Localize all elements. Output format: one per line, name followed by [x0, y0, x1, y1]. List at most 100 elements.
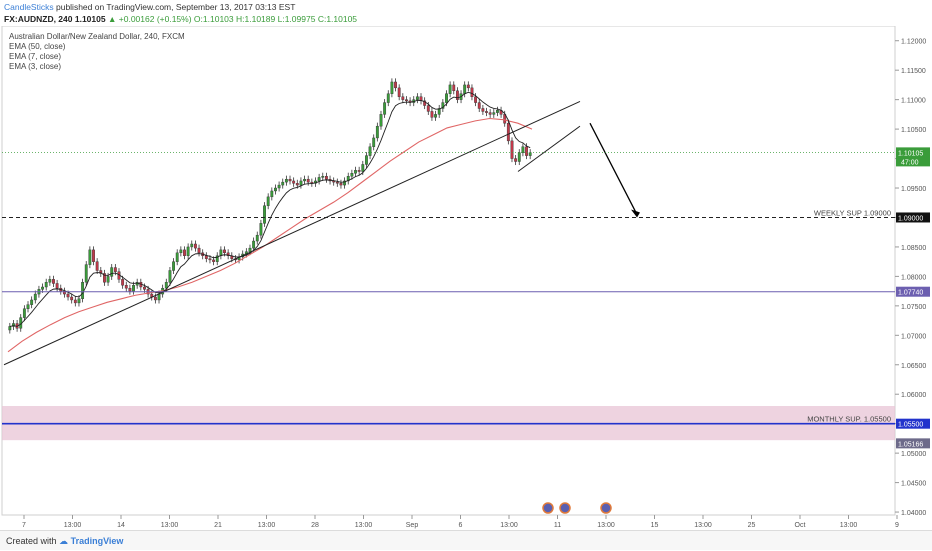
- candle: [30, 296, 34, 309]
- candle: [506, 119, 510, 145]
- candle: [168, 266, 172, 286]
- tradingview-brand[interactable]: TradingView: [70, 536, 124, 546]
- candle: [496, 106, 499, 117]
- candle-body: [12, 323, 15, 327]
- candle-body: [496, 110, 499, 113]
- candle: [448, 81, 452, 98]
- x-tick-label: 13:00: [161, 522, 179, 529]
- y-tick-label: 1.04000: [901, 510, 926, 517]
- candle-body: [514, 158, 518, 162]
- candle-body: [430, 111, 434, 118]
- price-level: 1.07740: [2, 286, 930, 297]
- candle-body: [415, 96, 419, 100]
- candle-body: [525, 146, 528, 156]
- candle: [215, 252, 219, 266]
- legend-ema50[interactable]: EMA (50, close): [9, 42, 66, 51]
- candle: [62, 287, 66, 298]
- candle: [124, 281, 128, 292]
- price-level: 1.05166: [896, 438, 930, 449]
- candle: [179, 246, 183, 257]
- y-tick-label: 1.06000: [901, 392, 926, 399]
- level-tag-bg: [896, 212, 930, 223]
- candle-body: [401, 96, 405, 100]
- publisher-name[interactable]: CandleSticks: [4, 2, 54, 12]
- low-value: L:1.09975: [277, 14, 316, 24]
- y-tick-label: 1.05000: [901, 451, 926, 458]
- level-tag-bg: [896, 418, 930, 429]
- legend-ema3[interactable]: EMA (3, close): [9, 62, 62, 71]
- candle: [317, 173, 321, 185]
- candle: [226, 249, 230, 260]
- y-tick-label: 1.08500: [901, 245, 926, 252]
- candle-body: [335, 181, 339, 184]
- candle-body: [324, 176, 328, 180]
- ema7-line: [9, 91, 531, 327]
- candle-body: [212, 259, 216, 262]
- level-tag-bg: [896, 286, 930, 297]
- candle-body: [22, 308, 26, 318]
- price-level: WEEKLY SUP 1.09000 1.09000: [2, 208, 930, 223]
- candle-body: [506, 123, 510, 142]
- candle-body: [284, 178, 288, 183]
- high-value: H:1.10189: [236, 14, 276, 24]
- candle: [55, 279, 59, 292]
- y-tick-label: 1.06500: [901, 363, 926, 370]
- y-tick-label: 1.08000: [901, 274, 926, 281]
- candle: [73, 296, 77, 307]
- price-chart[interactable]: 1.120001.115001.110001.105001.100001.095…: [0, 26, 932, 530]
- candle-body: [103, 273, 106, 283]
- candle: [128, 284, 132, 295]
- x-tick-label: Oct: [795, 522, 806, 529]
- candle-body: [66, 293, 70, 298]
- candle: [488, 109, 492, 118]
- candle-body: [124, 285, 128, 289]
- candle-body: [266, 196, 270, 206]
- candle-body: [255, 234, 259, 242]
- y-tick-label: 1.10500: [901, 127, 926, 134]
- candle: [33, 290, 37, 304]
- candle-body: [517, 152, 521, 162]
- candle: [12, 319, 15, 331]
- candle: [299, 177, 303, 189]
- candle: [193, 240, 197, 252]
- candle-body: [339, 183, 343, 186]
- candle-body: [226, 252, 230, 256]
- candle: [405, 96, 408, 105]
- candle-body: [448, 84, 452, 94]
- y-tick-label: 1.11500: [901, 68, 926, 75]
- y-tick-label: 1.11000: [901, 98, 926, 105]
- y-tick-label: 1.07500: [901, 304, 926, 311]
- level-label: WEEKLY SUP 1.09000: [814, 208, 891, 217]
- candle-body: [299, 180, 303, 186]
- candle-body: [274, 187, 277, 192]
- x-tick-label: 9: [895, 522, 899, 529]
- candle: [44, 278, 48, 291]
- candle: [354, 166, 357, 177]
- candle-body: [95, 261, 99, 271]
- candle-body: [303, 178, 306, 182]
- candle: [481, 104, 485, 115]
- level-tag-text: 1.09000: [898, 215, 923, 222]
- candle: [175, 249, 179, 266]
- candle-body: [477, 102, 481, 109]
- legend-ema7[interactable]: EMA (7, close): [9, 52, 62, 61]
- candle-body: [179, 249, 183, 254]
- candle: [350, 169, 354, 180]
- candle: [121, 275, 125, 289]
- x-tick-label: 13:00: [355, 522, 373, 529]
- candle-body: [354, 170, 357, 174]
- footer-bar: Created with ☁ TradingView: [0, 530, 932, 550]
- up-arrow-icon: ▲: [107, 14, 117, 24]
- candle-body: [223, 249, 226, 254]
- candle: [197, 244, 201, 257]
- candles: [8, 78, 532, 334]
- candle: [332, 177, 336, 186]
- candle-body: [193, 243, 197, 249]
- candle: [368, 143, 372, 160]
- candle: [434, 110, 437, 121]
- candle-body: [485, 111, 488, 113]
- candle: [401, 93, 405, 104]
- candle: [343, 177, 347, 189]
- header-bar: CandleSticks published on TradingView.co…: [0, 0, 932, 26]
- candle-body: [510, 140, 514, 159]
